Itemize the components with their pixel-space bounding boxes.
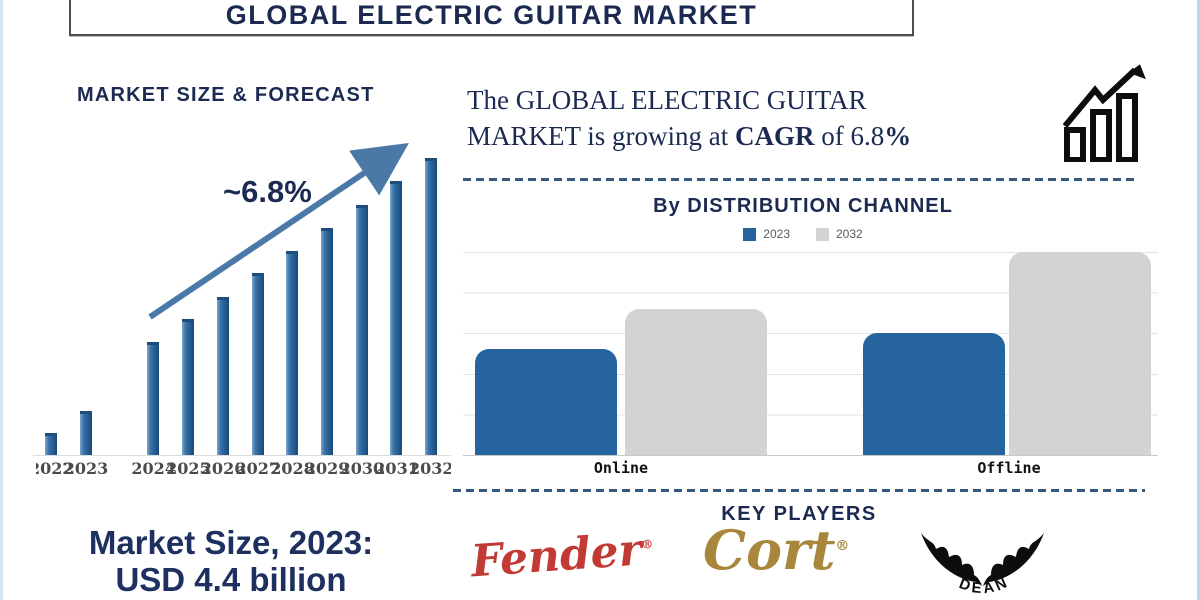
headline: The GLOBAL ELECTRIC GUITAR MARKET is gro… (467, 82, 1067, 154)
fender-logo-text: Fender (469, 524, 644, 588)
distribution-legend: 2023 2032 (463, 227, 1143, 241)
legend-label-2032: 2032 (836, 227, 863, 241)
forecast-year-label: 2029 (304, 459, 350, 478)
dashed-divider-bottom (453, 489, 1145, 492)
market-size-line1: Market Size, 2023: (88, 524, 374, 561)
headline-line2-mid: of 6.8 (814, 121, 885, 151)
forecast-year-label: 2027 (235, 459, 281, 478)
headline-line2-pre: MARKET is growing at (467, 121, 735, 151)
legend-swatch-2032 (816, 227, 829, 241)
forecast-bar-2024 (147, 342, 160, 455)
forecast-year-label: 2031 (374, 459, 419, 478)
forecast-bar-2025 (182, 319, 195, 455)
forecast-bar-2026 (216, 297, 229, 455)
forecast-bar-2030 (355, 205, 368, 455)
dist-category-label-offline: Offline (977, 459, 1041, 477)
key-players-title: KEY PLAYERS (721, 503, 877, 525)
title-banner: GLOBAL ELECTRIC GUITAR MARKET (69, 0, 914, 36)
fender-logo: Fender® (469, 524, 655, 588)
forecast-section-title: MARKET SIZE & FORECAST (77, 84, 375, 106)
forecast-bar-2027 (251, 273, 264, 455)
page-title: GLOBAL ELECTRIC GUITAR MARKET (225, 0, 758, 30)
distribution-category-labels: Online Offline (463, 459, 1158, 479)
forecast-year-label: 2022 (36, 459, 74, 478)
cort-logo-text: Cort (703, 518, 836, 582)
market-size-line2: USD 4.4 billion (115, 561, 347, 598)
forecast-bar-2023 (79, 411, 92, 455)
legend-swatch-2023 (743, 227, 757, 241)
growth-chart-icon (1062, 64, 1146, 162)
headline-line1: The GLOBAL ELECTRIC GUITAR (467, 85, 867, 115)
forecast-bar-2022 (45, 433, 57, 455)
dist-bar-online-2023 (475, 349, 617, 455)
legend-item-2032: 2032 (816, 227, 863, 241)
forecast-bar-2031 (390, 181, 403, 455)
dashed-divider-top (463, 178, 1139, 181)
dean-logo-text: DEAN (957, 573, 1009, 597)
fender-registered-mark: ® (640, 536, 654, 552)
legend-label-2023: 2023 (763, 227, 790, 241)
forecast-year-label: 2023 (63, 459, 109, 478)
dist-bar-offline-2023 (863, 333, 1005, 455)
cagr-annotation: ~6.8% (223, 174, 312, 209)
headline-line2: MARKET is growing at CAGR of 6.8% (467, 118, 1067, 154)
distribution-plot (463, 252, 1158, 456)
dist-bar-offline-2032 (1009, 252, 1151, 455)
forecast-baseline (33, 455, 451, 456)
cort-logo: Cort® (703, 518, 849, 582)
forecast-year-label: 2025 (166, 459, 211, 478)
forecast-year-label: 2028 (270, 459, 315, 478)
dist-bar-online-2032 (625, 308, 767, 455)
forecast-year-label: 2024 (131, 459, 176, 478)
distribution-title: By DISTRIBUTION CHANNEL (653, 195, 953, 217)
dist-category-label-online: Online (593, 459, 649, 477)
cort-registered-mark: ® (835, 538, 850, 554)
headline-cagr: CAGR (735, 121, 815, 151)
forecast-bar-2029 (320, 228, 333, 455)
headline-pct: % (884, 121, 912, 151)
forecast-year-label: 2032 (409, 459, 451, 478)
svg-text:DEAN: DEAN (957, 573, 1012, 597)
forecast-year-label: 2030 (339, 459, 385, 478)
forecast-year-label: 2026 (200, 459, 246, 478)
forecast-year-labels: 20222023 20242025202620272028202920302031… (36, 459, 451, 481)
dean-logo: DEAN (921, 533, 1044, 597)
legend-item-2023: 2023 (743, 227, 790, 241)
forecast-bar-2032 (425, 158, 437, 455)
forecast-bar-2028 (286, 251, 299, 455)
market-size-callout: Market Size, 2023: USD 4.4 billion (28, 524, 434, 598)
